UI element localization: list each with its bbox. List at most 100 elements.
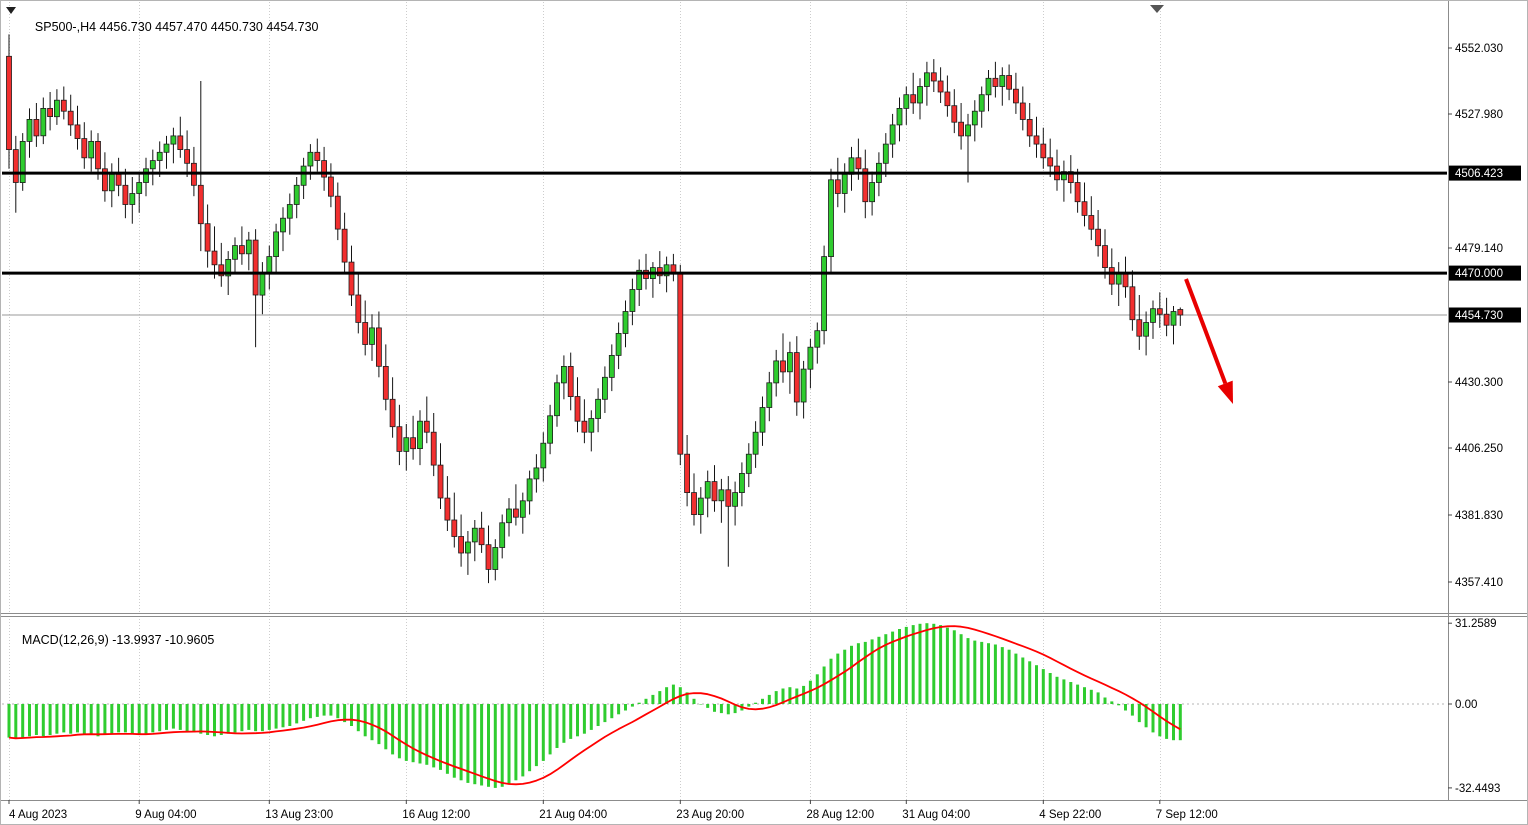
- time-axis-label: 7 Sep 12:00: [1156, 809, 1218, 821]
- macd-bar: [754, 702, 758, 704]
- bear-candle-body: [1136, 319, 1143, 337]
- bull-candle-body: [629, 289, 636, 312]
- bull-candle-body: [108, 173, 115, 192]
- bear-candle-body: [567, 365, 574, 397]
- macd-bar: [582, 704, 586, 734]
- bear-candle-body: [574, 396, 581, 422]
- bear-candle-body: [238, 245, 245, 255]
- bear-candle-body: [937, 80, 944, 93]
- macd-bar: [213, 704, 216, 737]
- macd-bar: [1103, 697, 1107, 704]
- bear-candle-body: [1156, 308, 1163, 315]
- macd-bar: [397, 704, 401, 759]
- bear-candle-body: [211, 250, 218, 266]
- macd-bar: [877, 636, 881, 704]
- bull-candle-body: [889, 124, 896, 145]
- bear-candle-body: [780, 360, 786, 373]
- macd-bar: [932, 623, 936, 704]
- bull-candle-body: [533, 467, 540, 480]
- bear-candle-body: [197, 184, 204, 225]
- bear-candle-body: [1019, 102, 1026, 120]
- bull-candle-body: [882, 143, 889, 164]
- bear-candle-body: [458, 536, 465, 554]
- bear-candle-body: [334, 195, 341, 230]
- bear-candle-body: [67, 110, 74, 126]
- macd-tick-label: -32.4493: [1455, 783, 1500, 795]
- bear-candle-body: [115, 173, 122, 186]
- macd-bar: [14, 704, 18, 739]
- macd-bar: [644, 698, 648, 704]
- macd-bar: [96, 704, 100, 737]
- bull-candle-body: [293, 184, 300, 205]
- macd-axis[interactable]: 31.2589 0.00 -32.4493: [1448, 618, 1500, 795]
- bear-candle-body: [1108, 267, 1115, 285]
- macd-bar: [1028, 661, 1032, 704]
- bull-candle-body: [280, 217, 286, 233]
- bear-candle-body: [396, 426, 403, 452]
- macd-bar: [123, 704, 127, 733]
- macd-bar: [315, 704, 319, 717]
- macd-bar: [500, 704, 504, 787]
- macd-bar: [171, 704, 175, 729]
- macd-bar: [1083, 687, 1086, 704]
- macd-bar: [808, 680, 812, 704]
- bull-candle-body: [506, 508, 512, 524]
- price-label-text: 4454.730: [1455, 310, 1503, 322]
- bear-candle-body: [691, 492, 697, 516]
- bear-candle-body: [389, 398, 396, 428]
- macd-bar: [103, 704, 107, 735]
- bear-candle-body: [1013, 88, 1019, 104]
- time-axis-label: 28 Aug 12:00: [806, 809, 874, 821]
- bull-candle-body: [985, 77, 992, 96]
- arrow-shaft: [1184, 278, 1228, 385]
- bear-candle-body: [95, 140, 101, 170]
- macd-bar: [206, 704, 210, 735]
- macd-bar: [192, 704, 196, 733]
- autoscroll-marker-icon[interactable]: [1150, 5, 1164, 13]
- bear-candle-body: [1033, 135, 1040, 145]
- macd-histogram: [7, 623, 1182, 788]
- bull-candle-body: [170, 135, 177, 145]
- bull-candle-body: [554, 382, 560, 417]
- price-label-text: 4506.423: [1455, 168, 1503, 180]
- bear-candle-body: [1163, 313, 1170, 326]
- macd-bar: [562, 704, 566, 743]
- macd-bar: [589, 704, 593, 730]
- macd-bar: [802, 685, 806, 704]
- macd-bar: [178, 704, 182, 730]
- down-arrow-annotation[interactable]: [1184, 278, 1233, 404]
- bear-candle-body: [1122, 272, 1129, 288]
- macd-bar: [555, 704, 559, 748]
- macd-bar: [863, 641, 867, 704]
- one-click-trading-icon[interactable]: [6, 7, 16, 14]
- bull-candle-body: [129, 193, 136, 205]
- level-price-label-box: [1449, 265, 1521, 281]
- macd-bar: [158, 704, 162, 732]
- macd-bar: [576, 704, 579, 737]
- bull-candle-body: [149, 160, 156, 170]
- bull-candle-body: [759, 407, 766, 433]
- time-axis-label: 9 Aug 04:00: [135, 809, 196, 821]
- bear-candle-body: [252, 239, 259, 296]
- bull-candle-body: [259, 272, 266, 296]
- time-axis[interactable]: 4 Aug 2023 9 Aug 04:00 13 Aug 23:00 16 Aug …: [8, 800, 1218, 821]
- bull-candle-body: [540, 442, 547, 469]
- bull-candle-body: [492, 547, 499, 570]
- macd-bar: [891, 631, 895, 704]
- macd-bar: [836, 653, 840, 704]
- price-axis[interactable]: 4552.030 4527.980 4506.423 4479.140 4470.000…: [1448, 43, 1521, 589]
- macd-bar: [630, 704, 634, 707]
- bull-candle-body: [232, 245, 238, 260]
- macd-bar: [1014, 653, 1018, 704]
- bear-candle-body: [834, 179, 841, 194]
- bull-candle-body: [821, 256, 827, 332]
- macd-bar: [671, 684, 675, 704]
- level-price-label-box: [1449, 165, 1521, 181]
- macd-bar: [788, 687, 792, 704]
- bear-candle-body: [677, 272, 684, 455]
- macd-bar: [274, 704, 278, 729]
- bear-candle-body: [1040, 143, 1047, 159]
- bull-candle-body: [663, 264, 670, 277]
